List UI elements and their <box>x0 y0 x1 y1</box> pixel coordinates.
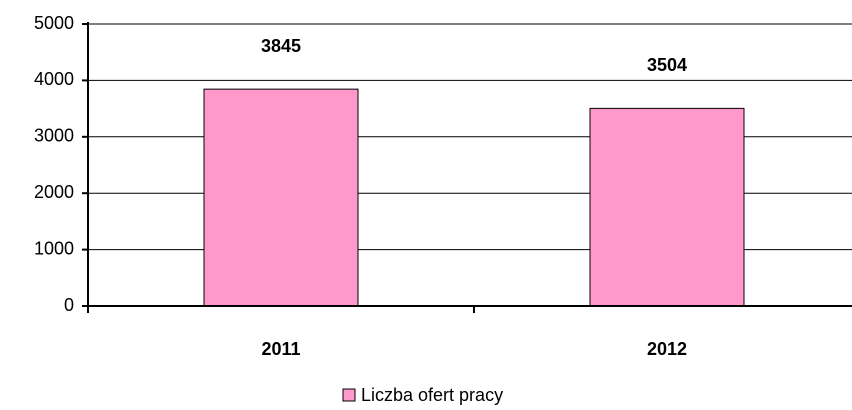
y-tick-label: 0 <box>64 295 74 315</box>
x-tick-label: 2011 <box>261 339 300 359</box>
bar <box>203 88 359 307</box>
x-tick-label: 2012 <box>647 339 687 359</box>
legend-swatch <box>342 388 356 402</box>
data-label: 3504 <box>647 55 687 75</box>
y-tick-label: 1000 <box>34 238 74 258</box>
y-tick-label: 5000 <box>34 13 74 33</box>
y-tick-label: 4000 <box>34 69 74 89</box>
y-tick-label: 3000 <box>34 126 74 146</box>
y-tick-label: 2000 <box>34 182 74 202</box>
data-label: 3845 <box>261 36 301 56</box>
legend-label: Liczba ofert pracy <box>361 385 503 405</box>
bar <box>589 107 745 307</box>
